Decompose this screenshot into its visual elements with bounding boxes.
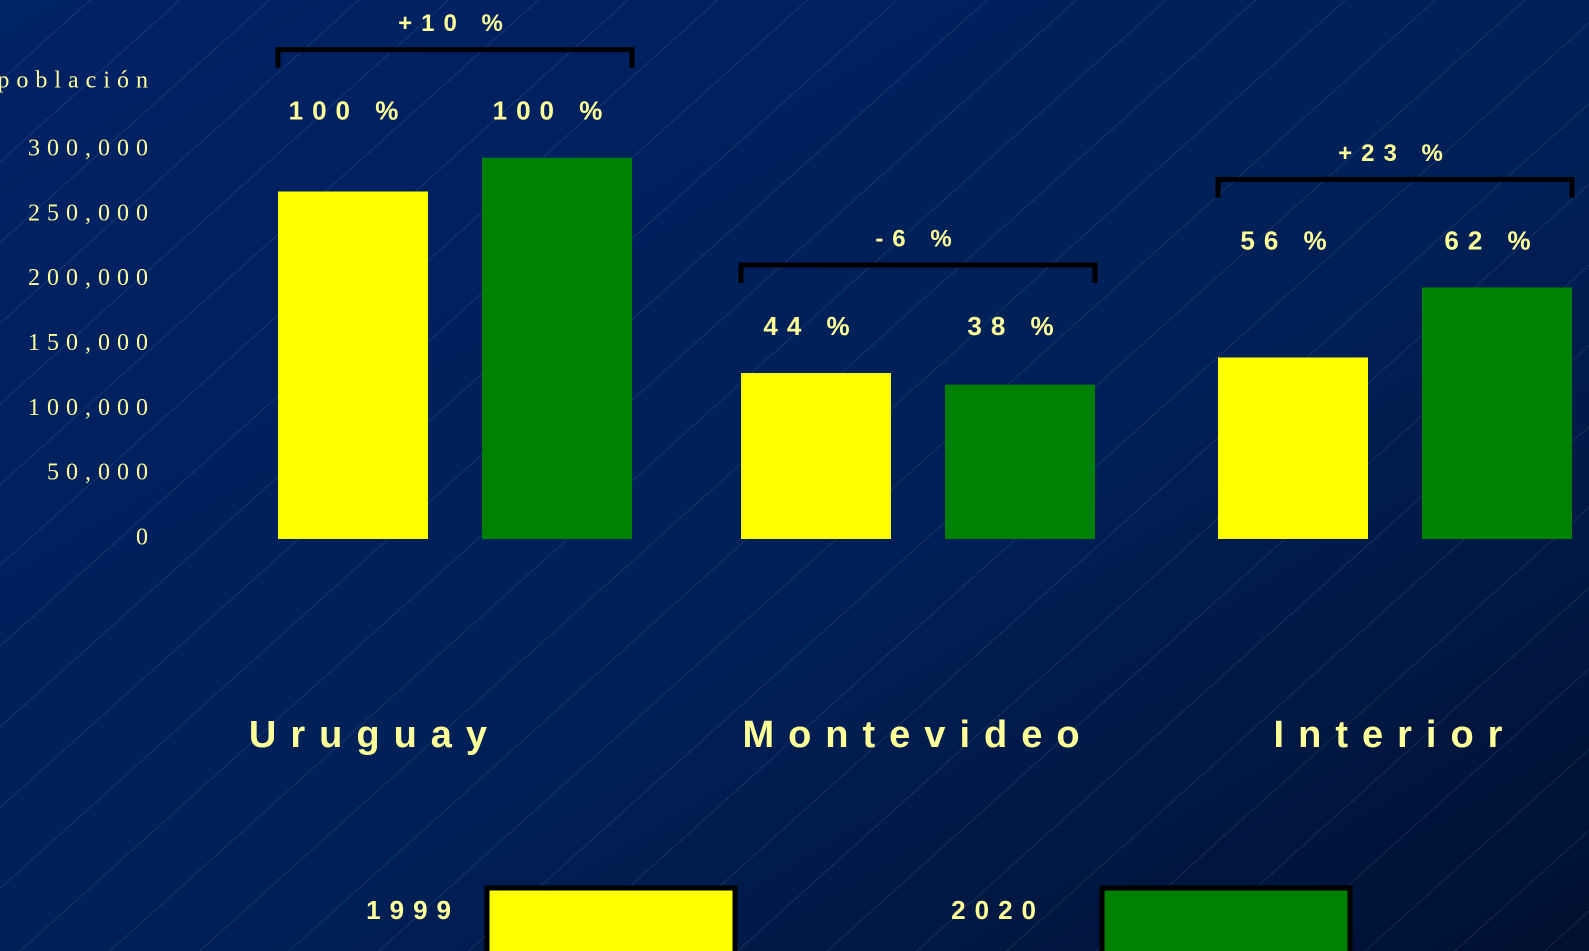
bar	[482, 157, 632, 539]
y-axis-label: población	[0, 68, 155, 94]
percent-label: 100 %	[289, 96, 408, 126]
percent-label: 56 %	[1240, 225, 1335, 255]
bar	[945, 384, 1095, 539]
bar	[1422, 287, 1572, 539]
bar	[278, 191, 428, 539]
legend-swatch	[484, 885, 738, 951]
y-tick-label: 0	[136, 525, 155, 551]
percent-label: 44 %	[763, 311, 858, 341]
legend-label: 1999	[366, 895, 460, 925]
y-tick-label: 250,000	[28, 200, 155, 226]
change-label: +10 %	[398, 10, 512, 37]
category-label: Montevideo	[742, 714, 1093, 756]
category-label: Uruguay	[249, 714, 501, 756]
bar	[1218, 357, 1368, 539]
y-tick-label: 200,000	[28, 265, 155, 291]
percent-label: 38 %	[967, 311, 1062, 341]
change-label: +23 %	[1338, 140, 1452, 167]
y-tick-label: 150,000	[28, 330, 155, 356]
change-bracket	[738, 262, 1098, 284]
bar	[741, 373, 891, 539]
percent-label: 62 %	[1444, 225, 1539, 255]
change-bracket	[275, 47, 635, 68]
legend-swatch	[1099, 885, 1353, 951]
legend-label: 2020	[951, 895, 1045, 925]
category-label: Interior	[1274, 714, 1517, 756]
change-bracket	[1215, 176, 1575, 198]
y-tick-label: 50,000	[47, 460, 155, 486]
change-label: -6 %	[875, 225, 960, 252]
percent-label: 100 %	[493, 96, 612, 126]
y-tick-label: 100,000	[28, 395, 155, 421]
y-tick-label: 300,000	[28, 136, 155, 162]
